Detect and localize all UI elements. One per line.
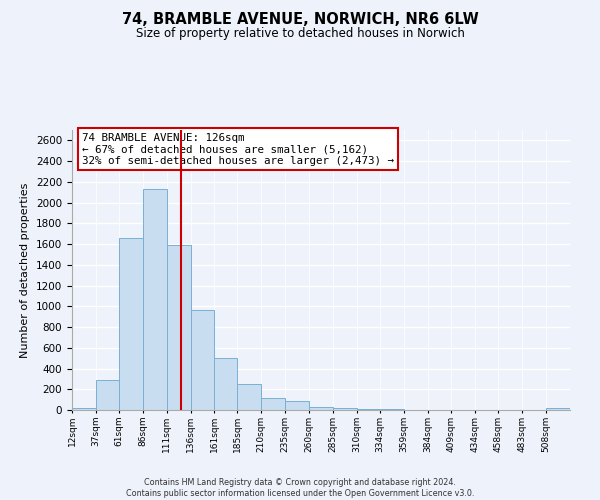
Bar xyxy=(72,408,96,410)
Text: Size of property relative to detached houses in Norwich: Size of property relative to detached ho… xyxy=(136,28,464,40)
Bar xyxy=(333,408,357,410)
Bar xyxy=(191,310,214,410)
Bar xyxy=(119,238,143,410)
Y-axis label: Number of detached properties: Number of detached properties xyxy=(20,182,31,358)
Bar xyxy=(96,380,119,410)
Bar xyxy=(143,189,167,410)
Bar xyxy=(167,245,191,410)
Bar xyxy=(238,384,261,410)
Bar xyxy=(285,400,309,410)
Bar xyxy=(357,409,380,410)
Text: 74, BRAMBLE AVENUE, NORWICH, NR6 6LW: 74, BRAMBLE AVENUE, NORWICH, NR6 6LW xyxy=(122,12,478,28)
Bar xyxy=(546,408,570,410)
Bar xyxy=(261,398,285,410)
Text: Contains HM Land Registry data © Crown copyright and database right 2024.
Contai: Contains HM Land Registry data © Crown c… xyxy=(126,478,474,498)
Bar xyxy=(309,407,333,410)
Bar xyxy=(214,358,238,410)
Text: 74 BRAMBLE AVENUE: 126sqm
← 67% of detached houses are smaller (5,162)
32% of se: 74 BRAMBLE AVENUE: 126sqm ← 67% of detac… xyxy=(82,133,394,166)
